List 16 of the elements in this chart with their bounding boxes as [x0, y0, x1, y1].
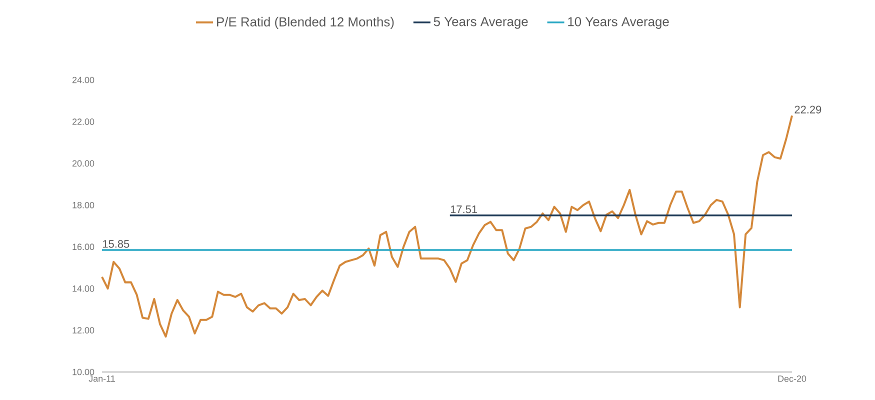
legend-label: 5 Years Average: [434, 17, 528, 29]
y-tick-label: 22.00: [72, 118, 94, 125]
legend-label: P/E Ratid (Blended 12 Months): [217, 16, 394, 30]
legend-label: 10 Years Average: [568, 17, 669, 29]
y-tick-label: 18.00: [72, 202, 94, 208]
data-label: 15.85: [103, 240, 130, 248]
y-tick-label: 12.00: [72, 327, 94, 334]
y-tick-label: 14.00: [72, 285, 94, 292]
y-tick-label: 10.00: [72, 368, 94, 376]
y-tick-label: 20.00: [72, 160, 94, 167]
x-tick-label: Dec-20: [778, 376, 806, 382]
x-tick-label: Jan-11: [88, 376, 115, 382]
data-label: 22.29: [794, 106, 822, 114]
y-tick-label: 16.00: [72, 244, 94, 250]
y-tick-label: 24.00: [72, 76, 94, 84]
data-label: 17.51: [450, 206, 477, 214]
